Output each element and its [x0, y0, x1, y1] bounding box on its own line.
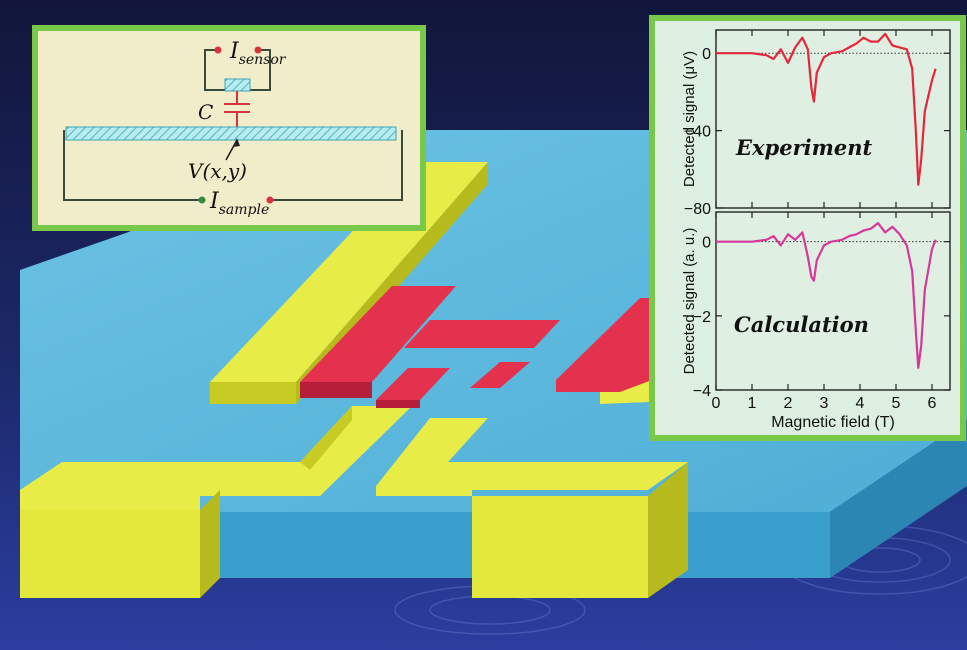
x-tick-label: 6 — [928, 395, 937, 412]
plot-frame — [715, 29, 951, 209]
sample-lower-block-2 — [470, 362, 530, 388]
substrate-edge — [830, 420, 967, 578]
sensor-terminal-left — [214, 46, 222, 54]
sample-strip — [65, 126, 397, 141]
electrode-bottom-left — [20, 406, 412, 510]
sample-current-label: Isample — [209, 189, 269, 218]
sample-left-arm-side — [300, 382, 372, 398]
y-axis-label: Detected signal (a. u.) — [681, 228, 698, 375]
capacitor-symbol — [224, 91, 250, 127]
sample-lower-block-1 — [376, 368, 450, 400]
circuit-inset: Isensor C V(x,y) Isample — [32, 25, 426, 231]
y-tick-label: −40 — [684, 124, 711, 141]
y-tick-label: 0 — [702, 46, 711, 63]
pad-left-top — [20, 490, 200, 510]
sensor-current-label: Isensor — [229, 39, 287, 68]
y-tick-label: −4 — [693, 383, 711, 400]
pad-left-right — [200, 490, 220, 598]
electrode-bottom-left-side — [300, 406, 352, 470]
pad-right-right — [648, 462, 688, 598]
red-sample — [300, 286, 652, 408]
x-tick-label: 0 — [712, 395, 721, 412]
y-tick-label: −80 — [684, 201, 711, 218]
electrode-bottom-right — [376, 418, 688, 496]
series-line — [716, 222, 937, 369]
capacitor-label: C — [198, 100, 213, 124]
pad-left-front — [20, 510, 200, 598]
x-tick-label: 4 — [856, 395, 865, 412]
x-tick-label: 2 — [784, 395, 793, 412]
series-line — [716, 32, 937, 186]
y-tick-label: −2 — [693, 309, 711, 326]
sample-left-arm — [300, 286, 456, 382]
y-tick-label: 0 — [702, 235, 711, 252]
plot-label: Calculation — [734, 312, 869, 337]
x-axis-label: Magnetic field (T) — [771, 414, 895, 431]
x-tick-label: 5 — [892, 395, 901, 412]
pad-right-front — [472, 496, 648, 598]
sample-terminal-left — [198, 196, 206, 204]
potential-label: V(x,y) — [188, 159, 247, 183]
sample-bridge — [404, 320, 560, 348]
y-axis-label: Detected signal (μV) — [681, 51, 698, 187]
potential-arrowhead — [233, 138, 240, 147]
sample-terminal-right — [266, 196, 274, 204]
electrode-top-left-side — [210, 382, 296, 404]
sensor-electrode — [224, 78, 251, 92]
sample-lower-side — [376, 400, 420, 408]
circuit-wires — [63, 49, 403, 201]
experiment-plot: 0 −40 −80 Experiment Detected signal (μV) — [681, 29, 951, 218]
sample-right-arm — [556, 298, 652, 392]
x-tick-label: 3 — [820, 395, 829, 412]
sensor-terminal-right — [254, 46, 262, 54]
x-tick-label: 1 — [748, 395, 757, 412]
plot-label: Experiment — [735, 135, 872, 160]
